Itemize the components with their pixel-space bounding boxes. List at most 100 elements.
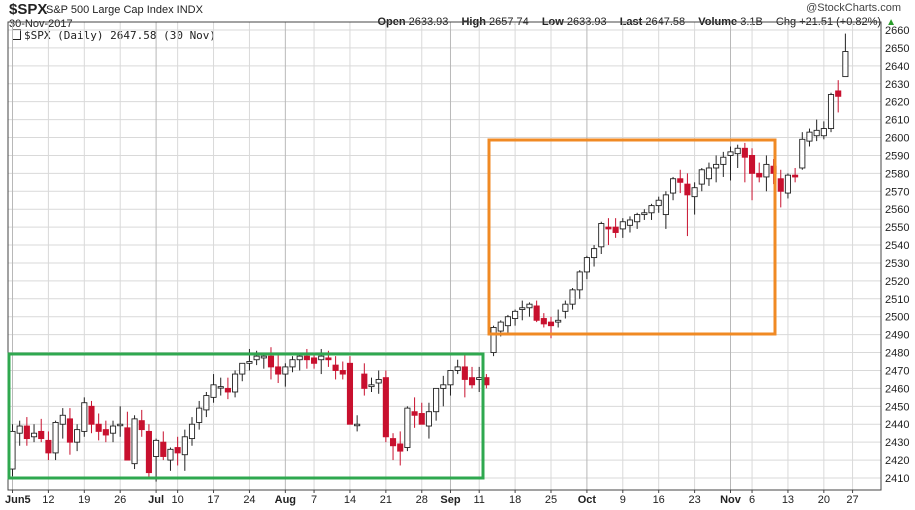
candle <box>167 447 174 471</box>
candle <box>512 309 519 326</box>
candle-body <box>303 355 310 361</box>
candle <box>203 391 210 418</box>
candle-body <box>583 257 590 273</box>
candle-body <box>806 131 813 142</box>
candle-body <box>289 359 296 368</box>
y-tick-label: 2620 <box>885 97 909 109</box>
candle <box>533 300 540 323</box>
candle <box>691 182 698 215</box>
candle <box>562 300 569 319</box>
candle-body <box>576 271 583 291</box>
candle-body <box>88 405 95 425</box>
candle <box>619 218 626 238</box>
candle-body <box>81 402 88 432</box>
candle <box>181 429 188 471</box>
candle <box>806 128 813 147</box>
candle <box>655 196 662 213</box>
brand-watermark: @StockCharts.com <box>806 2 901 14</box>
candle-body <box>210 384 217 398</box>
candle <box>16 420 23 446</box>
candle <box>217 377 224 396</box>
candle <box>52 420 59 461</box>
candle-body <box>555 319 562 323</box>
candle-body <box>267 355 275 368</box>
candle-body <box>188 423 196 440</box>
candle-body <box>641 212 648 216</box>
y-tick-label: 2500 <box>885 312 909 324</box>
candle-body <box>282 366 289 375</box>
y-tick-label: 2520 <box>885 276 909 288</box>
candle-body <box>820 128 827 137</box>
candle <box>153 438 160 482</box>
candle <box>447 370 454 396</box>
candle <box>382 370 389 443</box>
x-tick-label: Aug <box>275 494 296 506</box>
candle <box>131 415 138 470</box>
candle-body <box>411 411 418 416</box>
chart-date: 30-Nov-2017 <box>9 18 73 30</box>
candle <box>605 218 612 246</box>
candle-body <box>397 443 404 452</box>
candle <box>670 176 677 201</box>
candle <box>124 411 131 461</box>
candle-body <box>325 357 332 361</box>
candle-body <box>23 425 30 440</box>
candle <box>23 417 30 446</box>
candle <box>30 424 38 443</box>
candle-body <box>117 423 124 427</box>
candle-body <box>691 187 698 198</box>
y-tick-label: 2430 <box>885 437 909 449</box>
candle-body <box>311 357 318 364</box>
candle-body <box>540 318 547 325</box>
candle-body <box>569 289 576 305</box>
x-tick-label: 13 <box>782 494 794 506</box>
candle-body <box>476 377 483 380</box>
candle <box>289 356 296 373</box>
x-tick-label: 25 <box>545 494 557 506</box>
chart-grid <box>8 22 881 490</box>
x-tick-label: Jul <box>148 494 164 506</box>
candle-body <box>109 425 117 434</box>
candle-body <box>425 411 432 427</box>
candle-body <box>720 156 727 165</box>
candle-body <box>375 378 382 384</box>
candle-body <box>784 174 791 194</box>
triangle-up-icon: ▲ <box>886 17 896 28</box>
candle-body <box>777 178 784 192</box>
highlight-boxes <box>7 138 777 480</box>
candle <box>389 433 397 461</box>
candle <box>346 356 354 425</box>
security-name: S&P 500 Large Cap Index INDX <box>46 4 203 16</box>
candle <box>634 212 641 229</box>
candle <box>763 155 770 192</box>
candle-body <box>842 51 849 78</box>
candle-body <box>799 138 806 169</box>
candle <box>504 314 511 333</box>
candle <box>454 359 461 375</box>
candle-body <box>196 407 203 423</box>
candle <box>196 400 203 430</box>
candle <box>777 169 784 208</box>
candle-body <box>433 387 440 413</box>
candle <box>174 436 181 466</box>
candle <box>296 352 303 371</box>
candle <box>519 300 526 321</box>
candle-body <box>792 174 799 178</box>
candle-body <box>526 303 533 309</box>
candle <box>45 431 52 461</box>
candle-body <box>318 355 325 361</box>
candle-body <box>655 199 662 207</box>
candle <box>569 288 576 310</box>
candle-body <box>619 221 626 230</box>
candle <box>756 162 763 183</box>
candle <box>677 169 684 194</box>
plot-frame <box>7 21 882 491</box>
candle <box>433 387 440 421</box>
candle <box>792 167 799 183</box>
candle <box>713 155 720 183</box>
candle-body <box>454 366 461 371</box>
y-tick-label: 2610 <box>885 115 909 127</box>
candle-body <box>354 423 361 427</box>
candle-body <box>153 439 160 457</box>
